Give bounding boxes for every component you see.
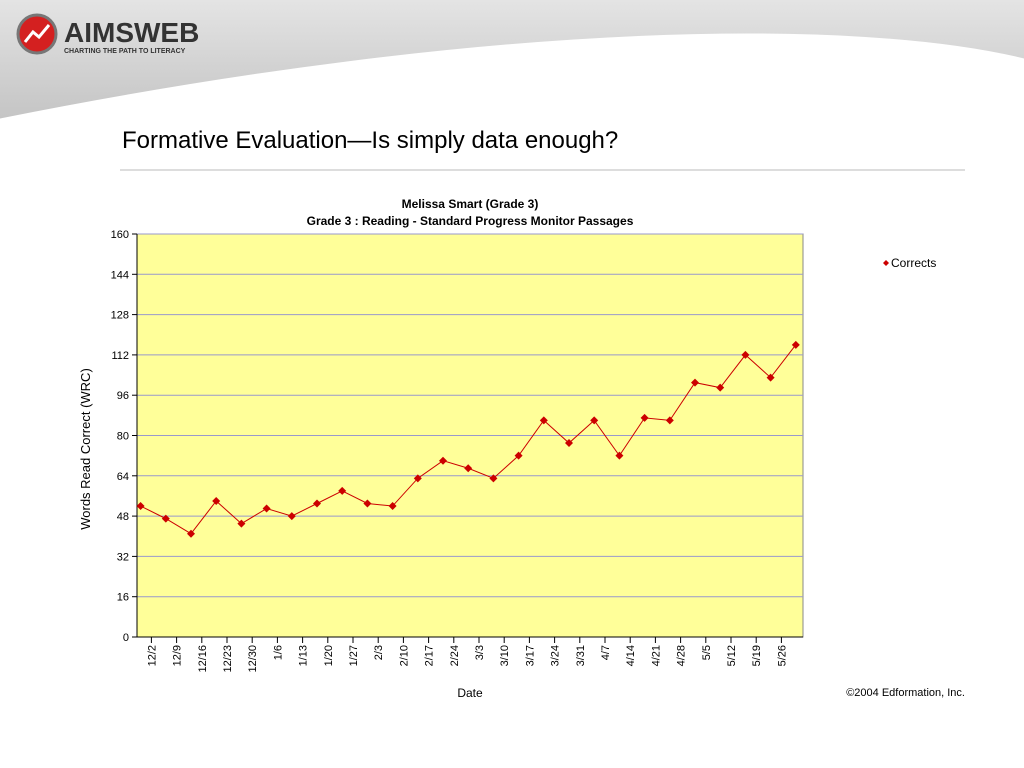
x-tick-label: 12/16 [197, 645, 209, 673]
data-point [514, 451, 523, 460]
y-tick-label: 112 [111, 350, 129, 362]
x-tick-label: 3/31 [575, 645, 587, 666]
y-tick-label: 48 [117, 511, 129, 523]
x-tick-label: 12/30 [247, 645, 259, 673]
data-point [489, 474, 498, 483]
data-point [640, 413, 649, 422]
x-tick-label: 3/3 [474, 645, 486, 660]
x-tick-label: 4/7 [600, 645, 612, 660]
data-point [791, 340, 800, 349]
x-tick-label: 3/10 [499, 645, 511, 666]
data-point [464, 464, 473, 473]
y-axis-label: Words Read Correct (WRC) [78, 368, 93, 530]
y-tick-label: 32 [117, 551, 129, 563]
x-tick-label: 1/27 [348, 645, 360, 666]
x-tick-label: 5/12 [726, 645, 738, 666]
x-tick-label: 5/26 [776, 645, 788, 666]
data-point [363, 499, 372, 508]
y-tick-label: 0 [123, 632, 129, 644]
x-tick-label: 2/17 [424, 645, 436, 666]
x-tick-label: 5/19 [751, 645, 763, 666]
x-tick-label: 4/14 [625, 645, 637, 666]
data-point [590, 416, 599, 425]
data-point [313, 499, 321, 508]
x-tick-label: 2/24 [449, 645, 461, 666]
data-point [539, 416, 548, 425]
data-point [388, 502, 397, 511]
y-tick-label: 64 [117, 471, 129, 483]
data-point [287, 512, 296, 521]
y-tick-label: 144 [111, 269, 129, 281]
header-swoosh [0, 0, 1024, 120]
data-point [615, 451, 624, 460]
data-point [338, 486, 347, 495]
chart-subtitle: Grade 3 : Reading - Standard Progress Mo… [307, 214, 634, 228]
data-point [136, 502, 145, 511]
copyright: ©2004 Edformation, Inc. [846, 687, 965, 699]
data-point [716, 383, 725, 392]
x-tick-label: 2/10 [398, 645, 410, 666]
legend-label: Corrects [891, 256, 936, 270]
slide-title: Formative Evaluation—Is simply data enou… [122, 127, 618, 154]
data-point [665, 416, 674, 425]
y-tick-label: 80 [117, 431, 129, 443]
y-tick-label: 128 [111, 310, 129, 322]
legend-marker [883, 260, 889, 266]
x-tick-label: 1/6 [272, 645, 284, 660]
x-tick-label: 12/23 [222, 645, 234, 673]
data-point [161, 514, 170, 523]
data-point [691, 378, 699, 387]
data-point [187, 529, 195, 538]
y-tick-label: 96 [117, 390, 129, 402]
data-point [262, 504, 271, 513]
y-tick-label: 16 [117, 592, 129, 604]
data-point [741, 350, 750, 359]
x-tick-label: 12/2 [146, 645, 158, 666]
data-point [565, 439, 573, 448]
logo-arrow [23, 24, 51, 43]
x-axis-label: Date [457, 686, 483, 700]
logo-text: AIMSWEB [64, 17, 199, 48]
logo-tagline: CHARTING THE PATH TO LITERACY [64, 48, 186, 55]
chart-title: Melissa Smart (Grade 3) [402, 197, 539, 211]
y-tick-label: 160 [111, 229, 129, 241]
data-point [237, 519, 246, 528]
x-tick-label: 2/3 [373, 645, 385, 660]
x-tick-label: 1/13 [298, 645, 310, 666]
data-point [413, 474, 422, 483]
data-point [212, 496, 221, 505]
x-tick-label: 12/9 [172, 645, 184, 666]
x-tick-label: 4/21 [650, 645, 662, 666]
x-tick-label: 4/28 [676, 645, 688, 666]
data-point [439, 456, 447, 465]
x-tick-label: 3/24 [550, 645, 562, 666]
data-point [766, 373, 775, 382]
header-edge [0, 33, 1024, 122]
x-tick-label: 5/5 [701, 645, 713, 660]
x-tick-label: 3/17 [524, 645, 536, 666]
x-tick-label: 1/20 [323, 645, 335, 666]
